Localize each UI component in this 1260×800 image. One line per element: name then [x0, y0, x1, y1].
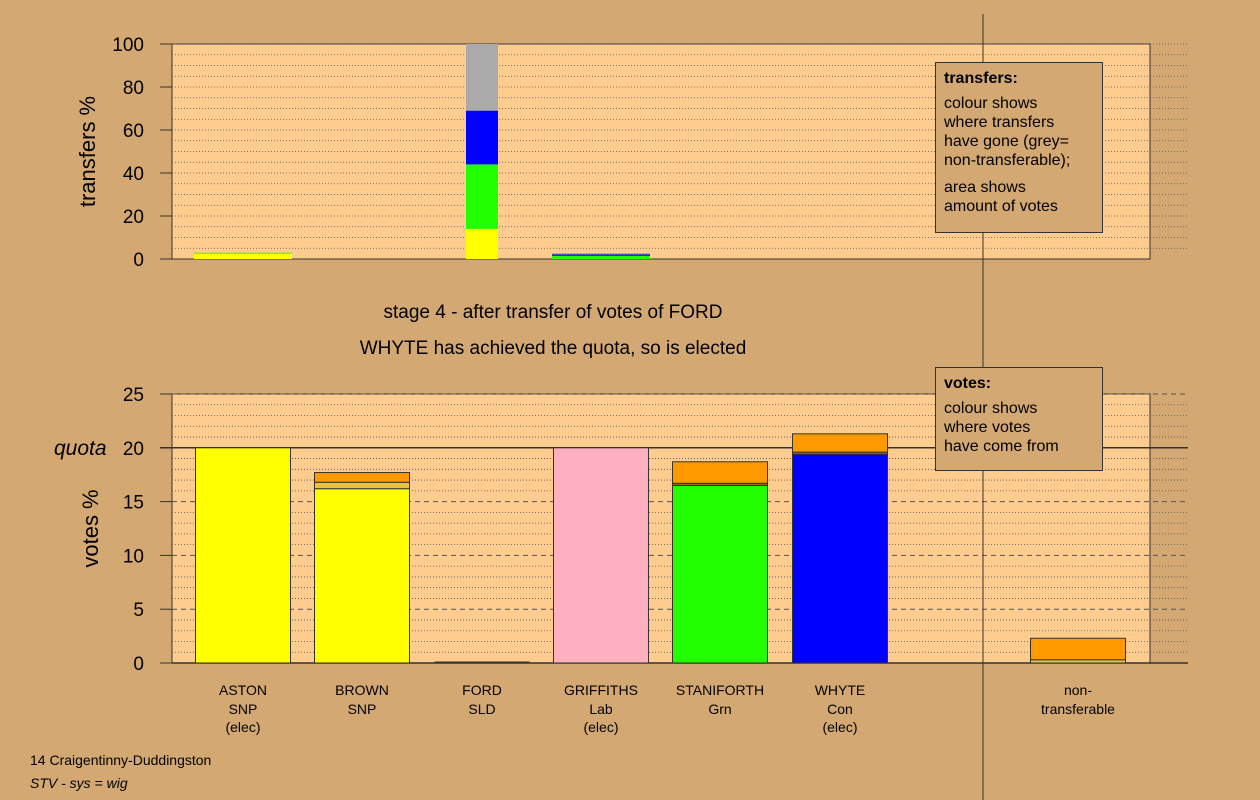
transfer-segment [552, 255, 650, 259]
vote-segment [314, 472, 410, 483]
y-tick-label: 25 [123, 385, 144, 406]
x-tick-label: (elec) [822, 719, 857, 735]
transfers-legend-line: where transfers [944, 114, 1055, 131]
vote-segment [195, 447, 291, 664]
x-tick-label: Lab [589, 701, 613, 717]
x-tick-label: BROWN [335, 682, 389, 698]
transfer-segment [194, 253, 292, 259]
x-tick-label: FORD [462, 682, 502, 698]
vote-segment [314, 488, 410, 664]
y-axis-label: transfers % [75, 96, 100, 207]
y-tick-label: 5 [133, 600, 144, 621]
transfer-segment [466, 164, 498, 229]
votes-legend-line: have come from [944, 438, 1059, 455]
x-tick-label: ASTON [219, 682, 267, 698]
stage-caption: stage 4 - after transfer of votes of FOR… [384, 302, 723, 323]
votes-legend: votes: colour shows where votes have com… [935, 367, 1103, 471]
transfers-legend-line: amount of votes [944, 198, 1058, 215]
quota-label: quota [54, 437, 107, 460]
x-tick-label: SNP [229, 701, 258, 717]
votes-chart: quota 0 5 10 15 20 25 votes % ASTON SNP (elec) BROW… [54, 385, 1188, 735]
votes-legend-line: where votes [944, 419, 1031, 436]
y-tick-label: 80 [123, 78, 144, 99]
vote-segment [314, 481, 410, 490]
x-tick-label: transferable [1041, 701, 1115, 717]
transfers-legend-line: colour shows [944, 95, 1038, 112]
transfers-legend-line: area shows [944, 179, 1026, 196]
x-tick-label: STANIFORTH [676, 682, 764, 698]
x-tick-label: non- [1064, 682, 1092, 698]
footer-constituency: 14 Craigentinny-Duddingston [30, 752, 212, 768]
y-tick-label: 100 [112, 35, 144, 56]
transfers-legend-line: non-transferable); [944, 152, 1071, 169]
transfers-legend-title: transfers: [944, 70, 1018, 87]
vote-segment [792, 453, 888, 664]
y-tick-label: 20 [123, 207, 144, 228]
transfer-segment [466, 44, 498, 111]
elected-caption: WHYTE has achieved the quota, so is elec… [360, 338, 747, 359]
vote-segment [553, 447, 649, 664]
x-tick-label: GRIFFITHS [564, 682, 638, 698]
transfers-legend-line: have gone (grey= [944, 133, 1069, 150]
transfers-legend: transfers: colour shows where transfers … [935, 62, 1103, 233]
x-tick-label: Con [827, 701, 853, 717]
y-tick-label: 60 [123, 121, 144, 142]
x-tick-label: Grn [708, 701, 731, 717]
votes-legend-line: colour shows [944, 400, 1038, 417]
y-tick-label: 0 [133, 654, 144, 675]
transfer-segment [466, 228, 498, 259]
x-tick-label: SNP [348, 701, 377, 717]
transfer-segment [194, 252, 292, 254]
transfer-segment [552, 252, 650, 255]
y-axis-label: votes % [78, 489, 103, 567]
x-tick-label: (elec) [583, 719, 618, 735]
transfer-segment [466, 110, 498, 165]
x-tick-label: WHYTE [815, 682, 866, 698]
y-tick-label: 40 [123, 164, 144, 185]
vote-segment [672, 461, 768, 484]
x-tick-label: (elec) [225, 719, 260, 735]
y-tick-label: 0 [133, 250, 144, 271]
vote-segment [1030, 637, 1126, 661]
footer-system: STV - sys = wig [30, 775, 128, 791]
x-tick-label: SLD [468, 701, 495, 717]
y-tick-label: 20 [123, 439, 144, 460]
y-tick-label: 10 [123, 546, 144, 567]
votes-legend-title: votes: [944, 375, 992, 392]
y-tick-label: 15 [123, 493, 144, 514]
vote-segment [672, 484, 768, 664]
transfer-segment [552, 254, 650, 256]
vote-segment [792, 433, 888, 453]
